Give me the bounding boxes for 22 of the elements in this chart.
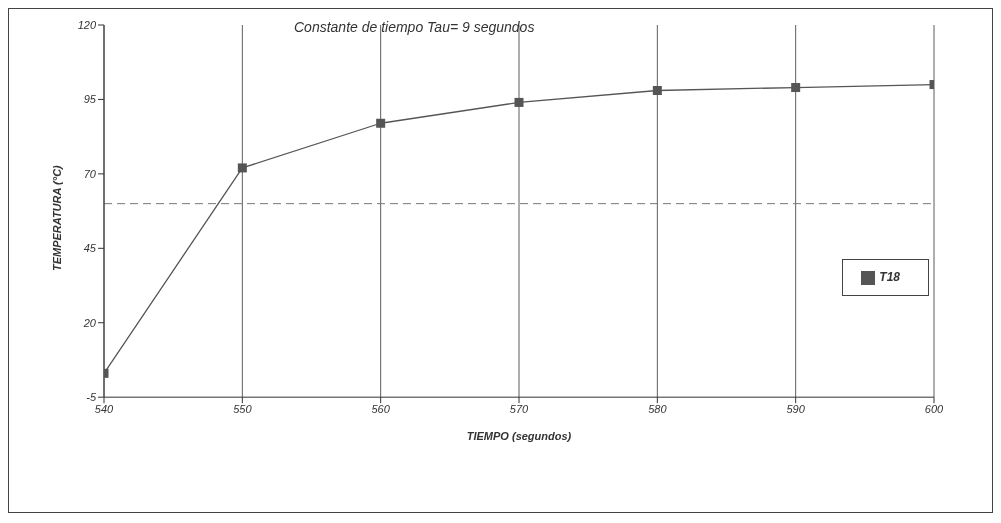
- point: [791, 83, 801, 93]
- x-tick-label: 580: [648, 402, 668, 415]
- x-tick-label: 540: [94, 402, 115, 415]
- y-tick-label: 70: [83, 167, 97, 180]
- y-tick-label: 95: [83, 93, 97, 106]
- y-tick-label: 120: [77, 18, 97, 31]
- chart-title: Constante de tiempo Tau= 9 segundos: [294, 19, 535, 35]
- x-tick-label: 560: [371, 402, 391, 415]
- legend-label: T18: [879, 270, 900, 284]
- x-tick-label: 570: [509, 402, 530, 415]
- point: [514, 97, 524, 107]
- x-tick-label: 590: [786, 402, 806, 415]
- y-tick-label: 20: [82, 316, 97, 329]
- point: [237, 163, 247, 173]
- x-tick-label: 600: [924, 402, 945, 415]
- y-axis-title: TEMPERATURA (°C): [50, 164, 63, 272]
- x-axis-title: TIEMPO (segundos): [466, 430, 572, 443]
- point: [376, 118, 386, 128]
- point: [652, 86, 662, 95]
- y-tick-label: 45: [83, 242, 97, 255]
- y-tick-label: -5: [86, 391, 97, 404]
- x-tick-label: 550: [233, 402, 253, 415]
